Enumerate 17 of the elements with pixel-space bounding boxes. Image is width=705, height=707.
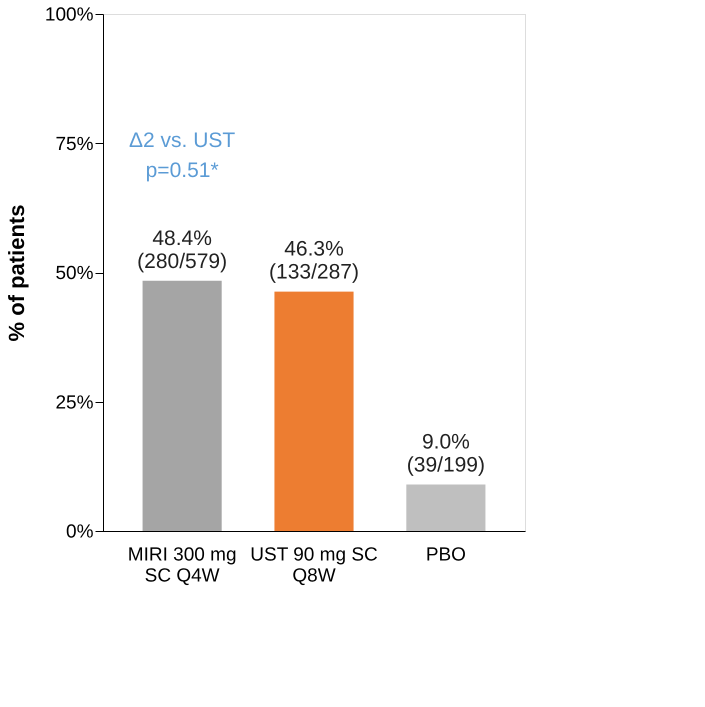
bar bbox=[406, 484, 486, 531]
data-label: 48.4% (280/579) bbox=[137, 226, 228, 273]
annotation: Δ2 vs. UST bbox=[129, 128, 236, 152]
bar bbox=[274, 292, 354, 531]
y-tick-label: 0% bbox=[66, 522, 94, 542]
data-label: 46.3% (133/287) bbox=[269, 238, 359, 284]
annotation: p=0.51* bbox=[146, 158, 219, 182]
x-tick-label: PBO bbox=[426, 544, 466, 566]
data-label: 9.0% (39/199) bbox=[406, 430, 485, 476]
x-tick-label: UST 90 mg SC Q8W bbox=[250, 544, 378, 586]
y-axis-title: % of patients bbox=[4, 204, 29, 342]
y-tick-label: 50% bbox=[55, 263, 94, 284]
y-tick-label: 25% bbox=[55, 392, 94, 414]
x-tick-label: MIRI 300 mg SC Q4W bbox=[128, 544, 237, 586]
bar bbox=[142, 280, 222, 531]
y-tick-label: 75% bbox=[55, 134, 94, 155]
y-tick-label: 100% bbox=[44, 4, 94, 26]
